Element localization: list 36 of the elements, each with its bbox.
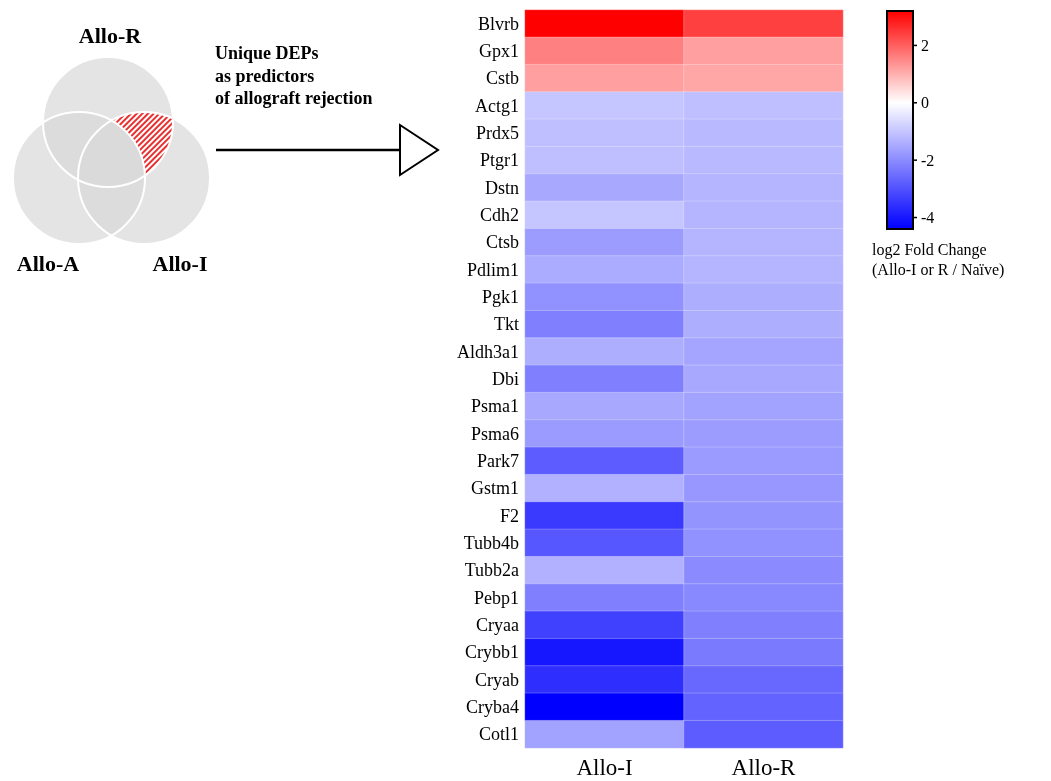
text: Allo-I [152,250,208,278]
color-bar-label: -4 [921,209,935,227]
y-tick-label: F2 [499,505,519,526]
color-bar-label: -2 [921,151,935,169]
y-tick-label: Pgk1 [481,287,519,307]
y-tick-label: Dstn [484,177,519,198]
y-tick-label: Crybb1 [465,642,519,663]
y-tick-label: Dbi [492,369,519,389]
y-tick-label: Gstm1 [470,478,519,499]
color-bar-label: 0 [921,94,929,112]
y-tick-label: Cryaa [476,615,519,635]
y-tick-label: Cryba4 [466,697,519,717]
y-tick-label: Gpx1 [479,41,519,61]
text: Unique DEPs as predictors of allograft rejection [215,42,373,110]
y-tick-label: Park7 [477,451,519,471]
y-tick-label: Tkt [494,314,519,335]
y-tick-label: Pebp1 [474,587,519,608]
text: Allo-A [16,250,80,278]
y-tick-label: Blvrb [477,13,519,34]
y-tick-label: Tubb2a [464,560,519,581]
y-tick-label: Cotl1 [478,724,519,745]
y-tick-label: Ptgr1 [479,150,519,171]
y-tick-label: Psma1 [470,396,519,417]
y-tick-label: Psma6 [470,423,519,444]
y-tick-label: Cstb [485,68,519,89]
y-tick-label: Prdx5 [475,123,519,143]
y-tick-label: Cryab [475,669,519,690]
text: Allo-R [78,22,142,50]
y-tick-label: Cdh2 [479,205,519,225]
y-tick-label: Pdlim1 [466,259,519,280]
y-tick-label: Tubb4b [463,533,519,553]
color-bar-label: 2 [921,36,929,54]
y-tick-label: Actg1 [475,95,519,116]
y-tick-label: Ctsb [485,232,519,253]
color-bar-title: log2 Fold Change (Allo-I or R / Naïve) [872,240,1005,279]
y-tick-label: Aldh3a1 [457,341,519,362]
